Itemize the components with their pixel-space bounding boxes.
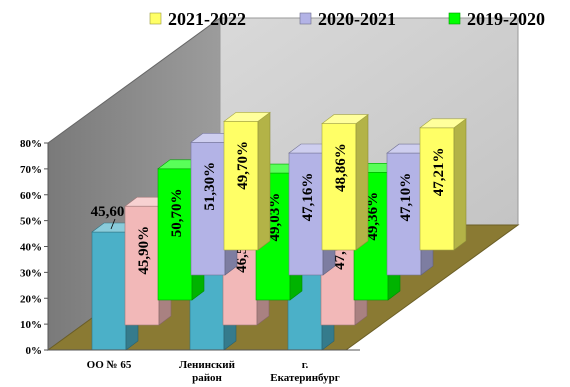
y-tick-label: 30% <box>20 267 42 279</box>
category-label-line: ОО № 65 <box>87 359 132 371</box>
bar-front <box>91 231 127 351</box>
data-label: 47,21% <box>431 147 447 196</box>
legend-label: 2019-2020 <box>467 9 545 29</box>
data-label: 49,36% <box>365 192 381 241</box>
data-label: 47,16% <box>300 173 316 222</box>
bar: 48,86% <box>321 113 369 251</box>
bar-front <box>223 121 259 251</box>
bar-front <box>157 168 193 301</box>
y-tick-label: 10% <box>20 319 42 331</box>
bar-top <box>223 112 271 122</box>
bars: 45,60%46,09%47,61%45,90%46,58%47,75%50,7… <box>91 111 467 351</box>
data-label: 47,10% <box>398 173 414 222</box>
category-label-line: Екатеринбург <box>270 372 340 384</box>
data-label: 48,86% <box>333 143 349 192</box>
bar-top <box>419 118 467 129</box>
legend: 2021-2022 2020-2021 2019-2020 <box>149 9 545 29</box>
bar-front <box>386 152 422 276</box>
legend-swatch <box>149 12 162 25</box>
bar: 47,21% <box>419 118 467 251</box>
x-axis: ОО № 65 Ленинский район г. Екатеринбург <box>48 349 360 384</box>
y-tick-label: 60% <box>20 190 42 202</box>
category-label: г. Екатеринбург <box>270 359 340 384</box>
data-label: 50,70% <box>169 188 185 237</box>
category-label: ОО № 65 <box>87 359 132 371</box>
bar-front <box>419 127 455 251</box>
category-label-line: г. <box>302 359 309 371</box>
legend-item: 2019-2020 <box>448 9 545 29</box>
y-axis: 0% 10% 20% 30% 40% 50% 60% 70% 80% <box>20 138 49 357</box>
legend-item: 2021-2022 <box>149 9 246 29</box>
data-label-leader <box>110 218 116 230</box>
data-label: 49,70% <box>235 141 251 190</box>
legend-swatch <box>448 12 461 25</box>
data-label: 51,30% <box>202 162 218 211</box>
bar-top <box>321 114 369 124</box>
data-label: 45,90% <box>136 226 152 275</box>
y-tick-label: 0% <box>26 345 43 357</box>
category-label-line: район <box>192 372 222 384</box>
y-tick-label: 80% <box>20 138 42 150</box>
bar-side <box>453 118 467 251</box>
y-tick-label: 40% <box>20 242 42 254</box>
legend-item: 2020-2021 <box>299 9 396 29</box>
bar-side <box>355 113 369 251</box>
bar-front <box>124 205 160 326</box>
bar-side <box>257 111 271 251</box>
data-label: 49,03% <box>267 193 283 242</box>
y-tick-label: 20% <box>20 293 42 305</box>
y-tick-label: 50% <box>20 216 42 228</box>
category-label: Ленинский район <box>179 359 236 384</box>
category-label-line: Ленинский <box>179 359 236 371</box>
y-tick-label: 70% <box>20 164 42 176</box>
bar-front <box>321 123 357 251</box>
legend-swatch <box>299 12 312 25</box>
legend-label: 2020-2021 <box>318 9 396 29</box>
legend-label: 2021-2022 <box>168 9 246 29</box>
bar: 49,70% <box>223 111 271 251</box>
